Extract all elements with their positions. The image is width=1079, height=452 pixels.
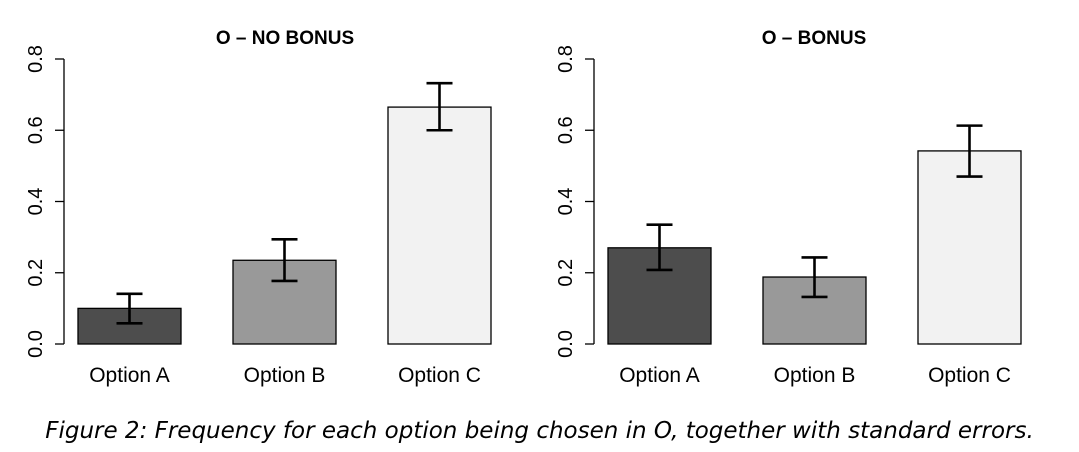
error-bar <box>116 292 143 325</box>
chart-title: O – BONUS <box>762 28 867 49</box>
chart-panel-2: O – BONUS 0.0 0.2 0.4 0.6 0.8 Option A Option B… <box>555 28 1022 387</box>
y-tick-label: 0.6 <box>555 116 577 144</box>
error-bar <box>956 124 983 178</box>
y-tick-label: 0.0 <box>555 330 577 358</box>
x-tick-label: Option B <box>774 364 856 387</box>
figure-canvas: O – NO BONUS 0.0 0.2 0.4 0.6 0.8 Option A Optio… <box>25 28 1022 387</box>
bar <box>917 150 1022 345</box>
error-bar <box>271 237 298 283</box>
y-tick-label: 0.8 <box>25 45 47 73</box>
chart-title: O – NO BONUS <box>216 28 354 49</box>
x-tick-label: Option C <box>398 364 481 387</box>
y-tick-label: 0.4 <box>25 188 47 216</box>
x-tick-label: Option A <box>619 364 700 387</box>
x-tick-label: Option B <box>244 364 326 387</box>
bar <box>387 106 492 345</box>
y-tick-label: 0.0 <box>25 330 47 358</box>
chart-panel-1: O – NO BONUS 0.0 0.2 0.4 0.6 0.8 Option A Optio… <box>25 28 492 387</box>
error-bar <box>801 256 828 299</box>
y-tick-label: 0.6 <box>25 116 47 144</box>
y-tick-label: 0.2 <box>25 259 47 287</box>
y-tick-label: 0.4 <box>555 188 577 216</box>
x-tick-label: Option A <box>89 364 170 387</box>
x-tick-label: Option C <box>928 364 1011 387</box>
error-bar <box>646 223 673 272</box>
y-tick-label: 0.8 <box>555 45 577 73</box>
error-bar <box>426 81 453 132</box>
figure-caption: Figure 2: Frequency for each option bein… <box>45 418 1034 444</box>
y-tick-label: 0.2 <box>555 259 577 287</box>
